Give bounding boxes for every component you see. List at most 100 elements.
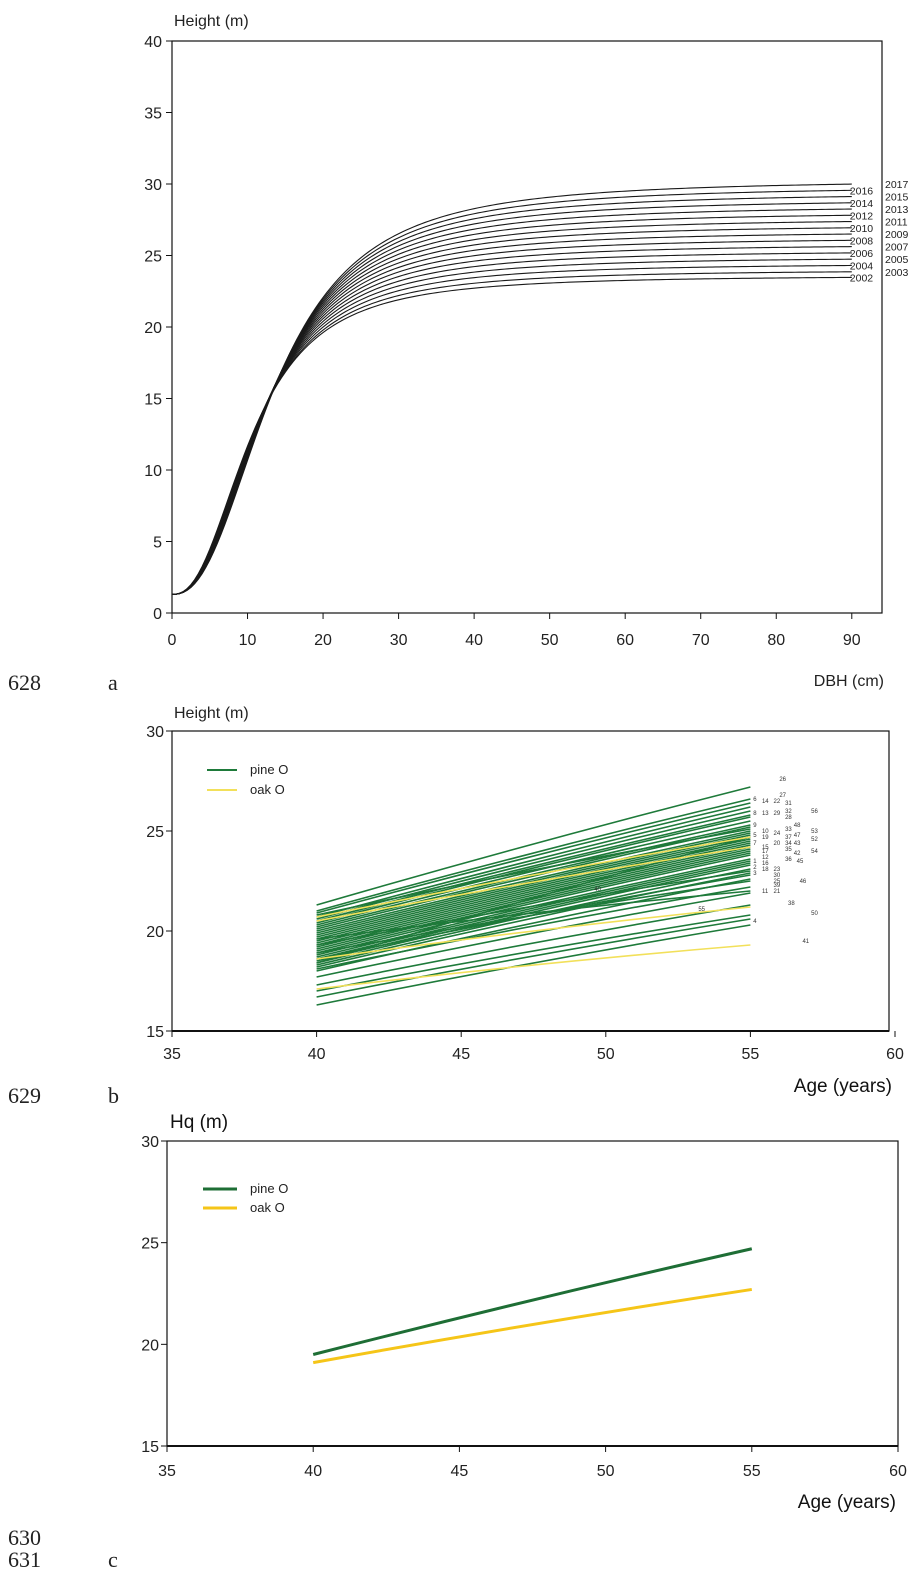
x-ticks: 35 40 45 50 55 60 — [163, 1031, 904, 1063]
curve-label-2012: 2012 — [850, 210, 874, 222]
y-tick-label: 30 — [141, 1134, 159, 1151]
x-tick-label: 70 — [692, 632, 710, 649]
pine-line — [316, 918, 751, 998]
panel-a: Height (m) DBH (cm) 0 5 10 15 20 25 30 35 40 0 10… — [8, 13, 909, 695]
line-label: 50 — [811, 911, 818, 917]
line-label: 47 — [794, 833, 801, 839]
line-label: 55 — [698, 907, 705, 913]
line-label: 20 — [774, 841, 781, 847]
line-label: 54 — [811, 849, 818, 855]
y-tick-label: 25 — [144, 249, 162, 266]
line-label: 18 — [762, 867, 769, 873]
pine-line — [316, 846, 751, 948]
series-lines — [316, 786, 751, 1006]
oak-line — [316, 944, 751, 990]
x-tick-label: 40 — [304, 1463, 322, 1480]
legend-label-pine: pine O — [250, 762, 288, 777]
y-tick-label: 0 — [153, 606, 162, 623]
pine-line — [316, 836, 751, 938]
pine-line — [316, 844, 751, 946]
y-axis-title: Hq (m) — [170, 1112, 228, 1133]
line-label: 27 — [779, 793, 786, 799]
line-label: 48 — [794, 823, 801, 829]
line-label: 40 — [594, 887, 601, 893]
x-tick-label: 50 — [597, 1463, 615, 1480]
y-tick-label: 20 — [146, 924, 164, 941]
line-label: 3 — [753, 871, 757, 877]
curve-label-2016: 2016 — [850, 185, 874, 197]
legend: pine O oak O — [203, 1181, 288, 1215]
legend-label-oak: oak O — [250, 782, 285, 797]
line-label: 2 — [753, 865, 757, 871]
pine-line — [316, 836, 751, 964]
curve-2010 — [171, 227, 852, 595]
line-label: 10 — [762, 829, 769, 835]
line-label: 24 — [774, 831, 781, 837]
legend-label-pine: pine O — [250, 1181, 288, 1196]
line-label: 41 — [802, 939, 809, 945]
y-ticks: 0 5 10 15 20 25 30 35 40 — [144, 34, 172, 623]
curve-label-2004: 2004 — [850, 260, 874, 272]
x-tick-label: 40 — [308, 1046, 326, 1063]
line-label: 14 — [762, 799, 769, 805]
pine-line — [316, 828, 751, 916]
line-label: 31 — [785, 801, 792, 807]
pine-line — [316, 878, 751, 972]
curve-2006 — [171, 252, 852, 595]
y-tick-label: 5 — [153, 535, 162, 552]
y-tick-label: 10 — [144, 463, 162, 480]
line-label: 26 — [779, 777, 786, 783]
panel-c: Hq (m) Age (years) 15 20 25 30 35 40 45 50 55 60… — [8, 1112, 907, 1572]
pine-line — [316, 870, 751, 946]
curve-label-2011: 2011 — [885, 217, 908, 229]
line-label: 5 — [753, 833, 757, 839]
pine-line — [316, 838, 751, 940]
legend-label-oak: oak O — [250, 1200, 285, 1215]
curve-label-2010: 2010 — [850, 223, 874, 235]
y-tick-label: 25 — [146, 824, 164, 841]
line-label: 52 — [811, 837, 818, 843]
y-ticks: 15 20 25 30 — [141, 1134, 167, 1456]
x-tick-label: 50 — [541, 632, 559, 649]
y-axis-title: Height (m) — [174, 705, 249, 722]
line-label: 39 — [774, 883, 781, 889]
panel-letter-b: b — [108, 1083, 119, 1108]
line-label: 8 — [753, 811, 757, 817]
oak-line — [316, 836, 751, 918]
line-label: 22 — [774, 799, 781, 805]
curves — [171, 183, 852, 595]
line-label: 38 — [788, 901, 795, 907]
pine-line — [316, 786, 751, 906]
line-label: 42 — [794, 851, 801, 857]
line-label: 19 — [762, 835, 769, 841]
pine-line — [316, 798, 751, 912]
line-label: 12 — [762, 855, 769, 861]
curve-2005 — [171, 258, 852, 595]
line-label: 1 — [753, 859, 757, 865]
pine-line — [316, 924, 751, 1006]
curve-label-2013: 2013 — [885, 204, 909, 216]
line-number: 631 — [8, 1547, 41, 1572]
line-label: 32 — [785, 809, 792, 815]
x-tick-label: 55 — [742, 1046, 760, 1063]
panel-letter-a: a — [108, 670, 118, 695]
line-label: 37 — [785, 835, 792, 841]
line-label: 30 — [774, 873, 781, 879]
x-tick-label: 20 — [314, 632, 332, 649]
line-label: 7 — [753, 841, 757, 847]
x-axis-title: Age (years) — [794, 1076, 892, 1097]
y-tick-label: 15 — [141, 1439, 159, 1456]
y-tick-label: 25 — [141, 1236, 159, 1253]
curve-2009 — [171, 233, 852, 595]
x-axis-title: Age (years) — [798, 1492, 896, 1513]
pine-line — [316, 824, 751, 928]
y-axis-title: Height (m) — [174, 13, 249, 30]
curve-2004 — [171, 264, 852, 595]
y-tick-label: 30 — [146, 724, 164, 741]
y-tick-label: 15 — [144, 392, 162, 409]
series-pine-O — [312, 1247, 753, 1356]
line-label: 23 — [774, 867, 781, 873]
curve-2011 — [171, 220, 852, 595]
